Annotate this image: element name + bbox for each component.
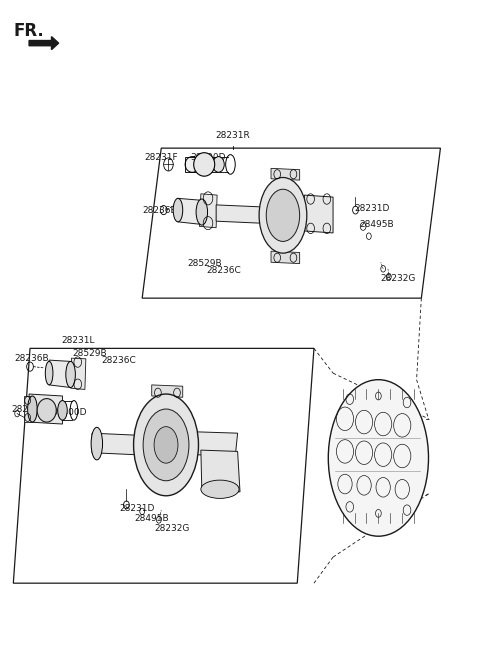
Polygon shape	[24, 396, 33, 422]
Polygon shape	[71, 358, 86, 390]
Ellipse shape	[28, 396, 37, 422]
Text: 28236B: 28236B	[142, 206, 177, 215]
Ellipse shape	[173, 198, 183, 222]
Ellipse shape	[143, 409, 189, 481]
Text: 28529B: 28529B	[188, 259, 222, 268]
Polygon shape	[185, 157, 218, 172]
Ellipse shape	[201, 480, 239, 498]
Text: FR.: FR.	[13, 22, 44, 40]
Polygon shape	[29, 394, 62, 424]
Text: 28231L: 28231L	[61, 336, 95, 345]
Text: 28231F: 28231F	[144, 153, 178, 162]
Ellipse shape	[196, 199, 207, 225]
Polygon shape	[196, 432, 238, 457]
Polygon shape	[178, 198, 202, 225]
Polygon shape	[304, 195, 333, 233]
Text: 28236C: 28236C	[102, 356, 136, 365]
Polygon shape	[271, 168, 300, 180]
Ellipse shape	[213, 157, 224, 172]
Text: 39400D: 39400D	[51, 408, 87, 417]
Polygon shape	[201, 450, 240, 492]
Polygon shape	[29, 37, 59, 50]
Text: 28231R: 28231R	[216, 130, 250, 140]
Polygon shape	[49, 360, 71, 388]
Text: 28231F: 28231F	[11, 405, 45, 413]
Text: 28495B: 28495B	[134, 514, 168, 523]
Text: 28529B: 28529B	[72, 349, 107, 358]
Ellipse shape	[266, 189, 300, 242]
Polygon shape	[216, 205, 260, 223]
Ellipse shape	[91, 427, 103, 460]
Text: 28236B: 28236B	[15, 354, 49, 364]
Ellipse shape	[328, 380, 429, 536]
Text: 28231D: 28231D	[120, 504, 155, 514]
Ellipse shape	[66, 362, 75, 388]
Ellipse shape	[259, 178, 307, 253]
Ellipse shape	[37, 399, 56, 422]
Ellipse shape	[45, 362, 53, 385]
Polygon shape	[271, 251, 300, 263]
Polygon shape	[152, 385, 183, 398]
Ellipse shape	[154, 426, 178, 463]
Text: 28232G: 28232G	[381, 274, 416, 283]
Polygon shape	[199, 194, 217, 228]
Text: 28495B: 28495B	[360, 220, 394, 229]
Text: 28232G: 28232G	[154, 524, 190, 533]
Ellipse shape	[58, 401, 67, 420]
Text: 28231D: 28231D	[355, 204, 390, 214]
Text: 28236C: 28236C	[206, 266, 241, 274]
Polygon shape	[92, 433, 135, 455]
Ellipse shape	[133, 394, 199, 496]
Text: 39400D: 39400D	[190, 153, 226, 162]
Ellipse shape	[194, 153, 215, 176]
